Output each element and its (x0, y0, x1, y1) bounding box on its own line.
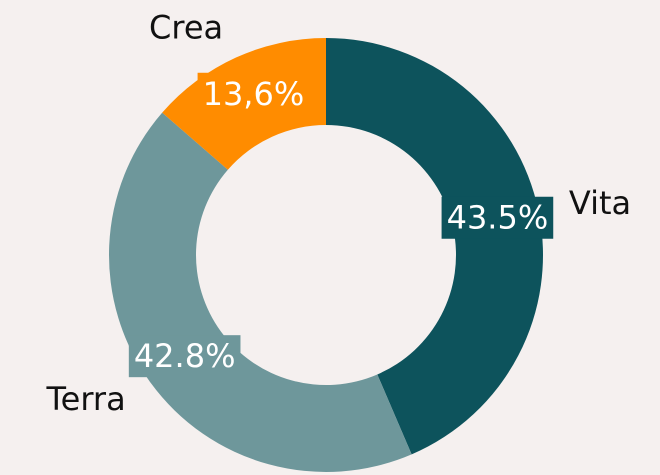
category-label: Vita (569, 184, 631, 222)
value-label: 13,6% (203, 75, 305, 113)
category-label: Crea (149, 8, 223, 46)
value-label-box (197, 72, 310, 115)
value-label-box (128, 335, 241, 378)
donut-segment (326, 38, 543, 455)
donut-segment (109, 112, 412, 472)
value-label: 43.5% (447, 199, 549, 237)
category-label: Terra (46, 380, 126, 418)
value-label: 42.8% (134, 337, 236, 375)
value-label-box (441, 196, 554, 239)
